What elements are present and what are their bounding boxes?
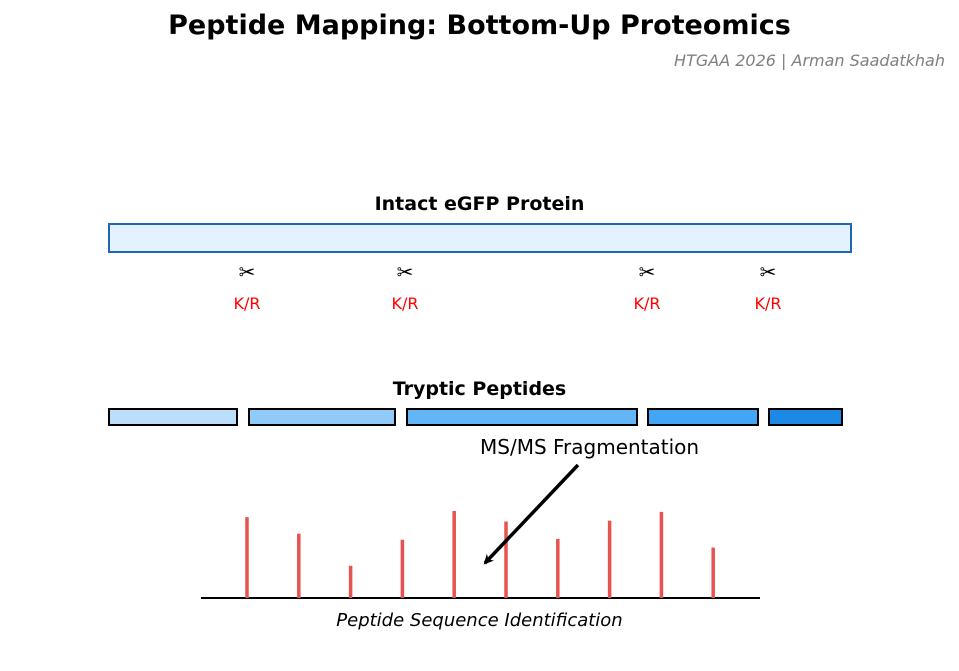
peptide-segment	[768, 408, 843, 426]
peptide-segment	[248, 408, 396, 426]
intact-protein-bar	[108, 223, 852, 253]
peptide-segment	[647, 408, 759, 426]
scissors-icon: ✂	[396, 260, 414, 284]
cleavage-site-label: K/R	[391, 294, 419, 313]
peptide-segment	[406, 408, 638, 426]
cleavage-site-label: K/R	[754, 294, 782, 313]
scissors-icon: ✂	[638, 260, 656, 284]
cleavage-site-label: K/R	[633, 294, 661, 313]
scissors-icon: ✂	[238, 260, 256, 284]
cleavage-site-label: K/R	[233, 294, 261, 313]
ms-fragmentation-label: MS/MS Fragmentation	[480, 435, 700, 459]
fragmentation-arrow	[483, 463, 580, 565]
peptide-segment	[108, 408, 238, 426]
diagram-title: Peptide Mapping: Bottom-Up Proteomics	[168, 10, 791, 41]
peptides-heading: Tryptic Peptides	[392, 378, 567, 400]
protein-heading: Intact eGFP Protein	[374, 193, 585, 215]
diagram-subtitle: HTGAA 2026 | Arman Saadatkhah	[674, 51, 945, 70]
identification-label: Peptide Sequence Identification	[336, 610, 623, 631]
scissors-icon: ✂	[759, 260, 777, 284]
